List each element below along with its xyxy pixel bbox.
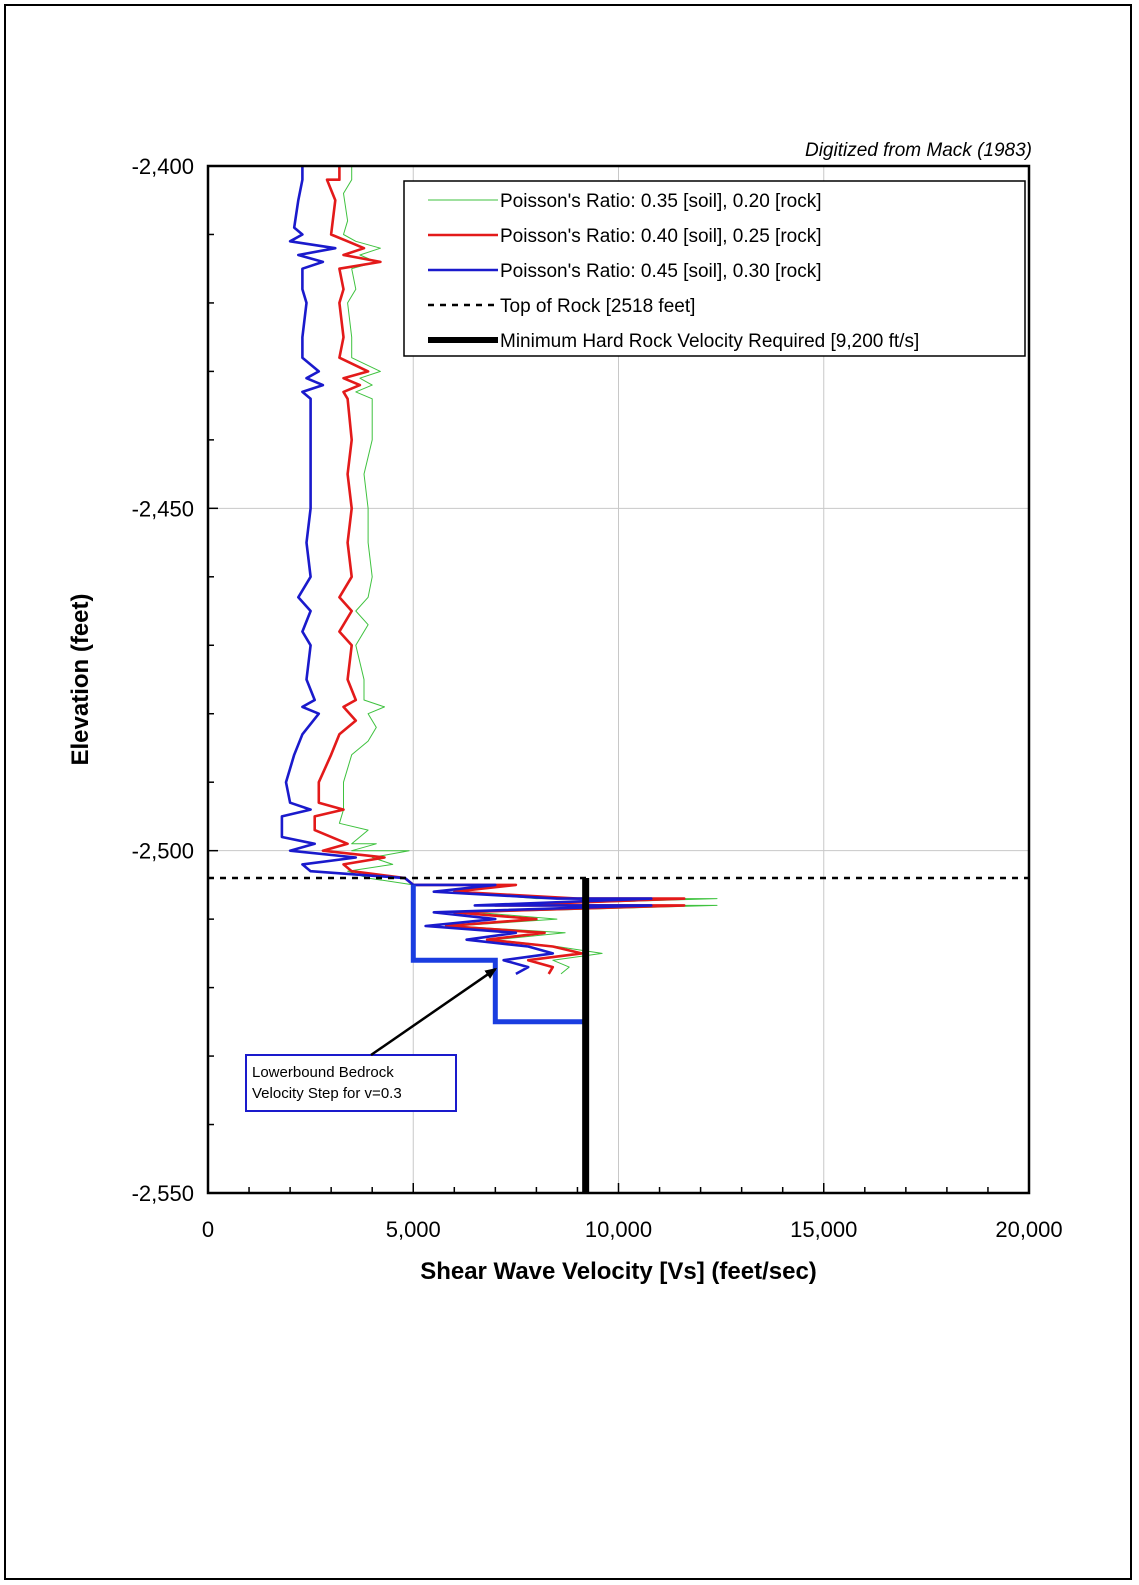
source-note: Digitized from Mack (1983) bbox=[805, 140, 1032, 161]
y-axis-title: Elevation (feet) bbox=[67, 593, 94, 765]
series-line bbox=[313, 166, 686, 975]
annotation-box bbox=[245, 1054, 457, 1112]
tick-labels: 0 5,000 10,000 15,000 20,000 -2,400 -2,450 -2,5… bbox=[132, 154, 1063, 1242]
annotation-text: Lowerbound Bedrock bbox=[252, 1064, 394, 1081]
x-axis-title: Shear Wave Velocity [Vs] (feet/sec) bbox=[420, 1258, 817, 1285]
x-tick-label: 10,000 bbox=[585, 1217, 652, 1242]
y-tick-label: -2,400 bbox=[132, 154, 194, 179]
lowerbound-step-line bbox=[410, 884, 586, 1025]
legend-label: Top of Rock [2518 feet] bbox=[500, 296, 695, 317]
y-tick-label: -2,550 bbox=[132, 1181, 194, 1206]
annotation: Lowerbound Bedrock Velocity Step for v=0.… bbox=[245, 967, 498, 1112]
legend-label: Minimum Hard Rock Velocity Required [9,2… bbox=[500, 331, 919, 352]
legend-label: Poisson's Ratio: 0.40 [soil], 0.25 [rock… bbox=[500, 226, 822, 247]
lowerbound-step bbox=[410, 884, 586, 1025]
x-tick-label: 20,000 bbox=[995, 1217, 1062, 1242]
legend-label: Poisson's Ratio: 0.45 [soil], 0.30 [rock… bbox=[500, 261, 822, 282]
legend: Poisson's Ratio: 0.35 [soil], 0.20 [rock… bbox=[403, 180, 1026, 357]
reference-lines bbox=[208, 876, 1029, 1193]
axis-ticks bbox=[207, 165, 1030, 1194]
annotation-arrow bbox=[370, 967, 498, 1057]
legend-box bbox=[403, 180, 1026, 357]
series-line bbox=[280, 166, 653, 976]
chart-frame bbox=[4, 4, 1132, 1580]
y-tick-label: -2,450 bbox=[132, 496, 194, 521]
x-tick-label: 5,000 bbox=[386, 1217, 441, 1242]
x-tick-label: 15,000 bbox=[790, 1217, 857, 1242]
series-lines bbox=[280, 166, 718, 976]
annotation-text: Velocity Step for v=0.3 bbox=[252, 1085, 402, 1102]
legend-label: Poisson's Ratio: 0.35 [soil], 0.20 [rock… bbox=[500, 191, 822, 212]
y-tick-label: -2,500 bbox=[132, 839, 194, 864]
x-tick-label: 0 bbox=[202, 1217, 214, 1242]
